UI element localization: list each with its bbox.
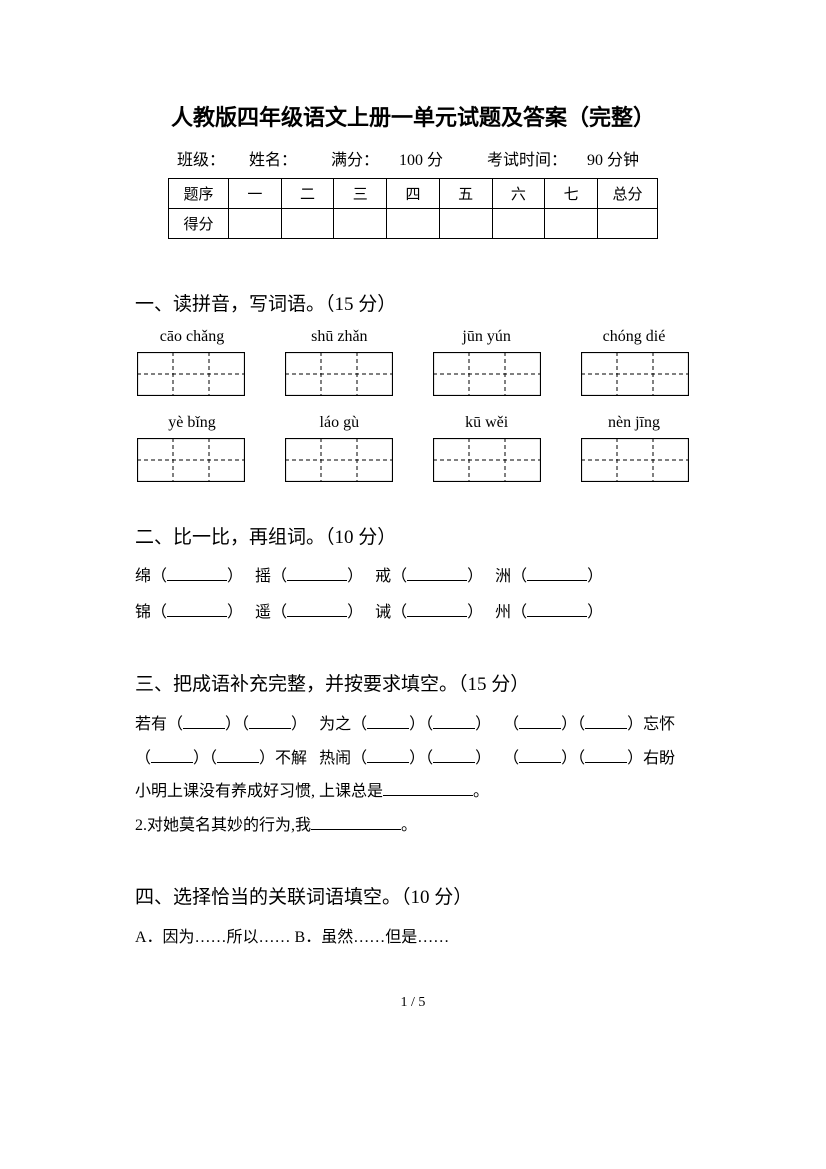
section1-heading: 一、读拼音，写词语。（15 分） [135,289,691,316]
pinyin-label: chóng dié [579,328,689,346]
pinyin-label: shū zhǎn [284,328,394,346]
box-row-1 [135,352,691,396]
td-blank [229,209,282,239]
blank [287,563,347,581]
blank [585,745,627,763]
pinyin-label: cāo chǎng [137,328,247,346]
td-score-label: 得分 [169,209,229,239]
class-label: 班级： [177,152,225,169]
char: 遥 [255,604,271,621]
pinyin-row-2: yè bǐng láo gù kū wěi nèn jīng [135,414,691,432]
char: 洲 [495,568,511,585]
sentence-line: 2.对她莫名其妙的行为,我 。 [135,809,691,843]
blank [167,599,227,617]
period: 。 [473,783,489,800]
section2-heading: 二、比一比，再组词。（10 分） [135,522,691,549]
th-2: 二 [281,179,334,209]
exam-time: 考试时间：90 分钟 [477,152,649,169]
blank [383,778,473,796]
th-7: 七 [545,179,598,209]
blank [527,563,587,581]
td-blank [492,209,545,239]
th-5: 五 [439,179,492,209]
blank [407,599,467,617]
sentence-line: 小明上课没有养成好习惯, 上课总是 。 [135,775,691,809]
text: 小明上课没有养成好习惯, 上课总是 [135,783,383,800]
td-blank [387,209,440,239]
pinyin-label: láo gù [284,414,394,432]
idiom-line: 若有（）（） 为之（）（） （）（）忘怀 [135,708,691,742]
td-blank [334,209,387,239]
blank [585,711,627,729]
td-blank [545,209,598,239]
pinyin-label: jūn yún [432,328,542,346]
blank [433,745,475,763]
blank [183,711,225,729]
answer-grid [137,352,245,396]
blank [433,711,475,729]
box-row-2 [135,438,691,482]
answer-grid [137,438,245,482]
td-blank [598,209,658,239]
td-blank [281,209,334,239]
blank [519,711,561,729]
th-6: 六 [492,179,545,209]
char: 州 [495,604,511,621]
th-4: 四 [387,179,440,209]
blank [167,563,227,581]
page-number: 1 / 5 [135,995,691,1011]
blank [151,745,193,763]
answer-grid [581,438,689,482]
exam-info-line: 班级： 姓名： 满分：100 分 考试时间：90 分钟 [135,146,691,170]
blank [217,745,259,763]
blank [287,599,347,617]
name-label: 姓名： [249,152,297,169]
answer-grid [433,438,541,482]
pinyin-label: nèn jīng [579,414,689,432]
text: 热闹 [319,750,351,767]
blank [311,812,401,830]
answer-grid [433,352,541,396]
pinyin-label: yè bǐng [137,414,247,432]
period: 。 [401,817,417,834]
char: 诫 [375,604,391,621]
options-line: A．因为……所以…… B．虽然……但是…… [135,921,691,955]
blank [249,711,291,729]
text: 为之 [319,716,351,733]
text: 右盼 [643,750,675,767]
fullscore: 满分：100 分 [321,152,453,169]
char-compare-row: 绵（） 摇（） 戒（） 洲（） [135,561,691,593]
score-table: 题序 一 二 三 四 五 六 七 总分 得分 [168,178,658,239]
blank [367,745,409,763]
pinyin-row-1: cāo chǎng shū zhǎn jūn yún chóng dié [135,328,691,346]
char: 戒 [375,568,391,585]
text: 忘怀 [643,716,675,733]
th-1: 一 [229,179,282,209]
th-seq: 题序 [169,179,229,209]
answer-grid [285,438,393,482]
th-3: 三 [334,179,387,209]
char-compare-row: 锦（） 遥（） 诫（） 州（） [135,597,691,629]
blank [527,599,587,617]
char: 摇 [255,568,271,585]
char: 锦 [135,604,151,621]
text: 不解 [275,750,307,767]
pinyin-label: kū wěi [432,414,542,432]
answer-grid [285,352,393,396]
text: 若有 [135,716,167,733]
answer-grid [581,352,689,396]
td-blank [439,209,492,239]
blank [407,563,467,581]
idiom-line: （）（）不解 热闹（）（） （）（）右盼 [135,742,691,776]
exam-title: 人教版四年级语文上册一单元试题及答案（完整） [135,100,691,132]
blank [519,745,561,763]
char: 绵 [135,568,151,585]
text: 2.对她莫名其妙的行为,我 [135,817,311,834]
th-total: 总分 [598,179,658,209]
table-row: 题序 一 二 三 四 五 六 七 总分 [169,179,658,209]
blank [367,711,409,729]
section3-heading: 三、把成语补充完整，并按要求填空。（15 分） [135,669,691,696]
table-row: 得分 [169,209,658,239]
section4-heading: 四、选择恰当的关联词语填空。（10 分） [135,882,691,909]
